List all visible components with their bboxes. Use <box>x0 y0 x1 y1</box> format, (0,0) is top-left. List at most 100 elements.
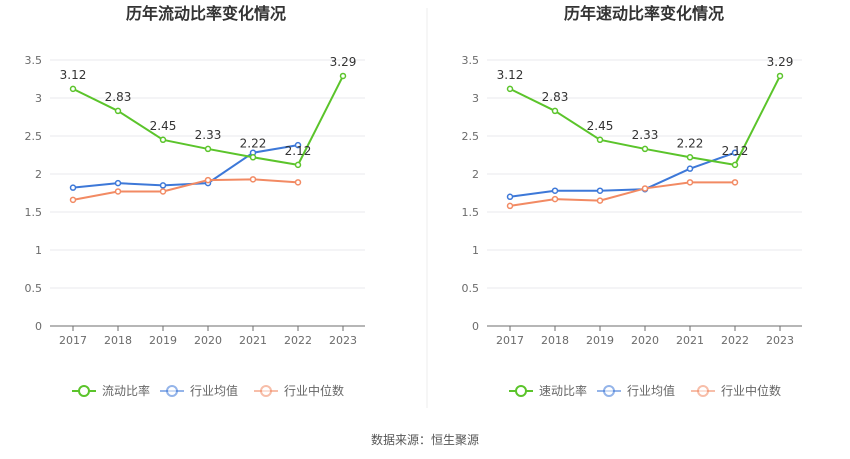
y-tick-label: 2 <box>472 168 479 181</box>
data-label: 2.83 <box>542 90 569 104</box>
x-tick-label: 2022 <box>721 334 749 347</box>
data-point-industry-median[interactable] <box>114 188 122 195</box>
data-point-industry-median[interactable] <box>731 179 739 186</box>
series-primary: 3.12 2.83 2.45 2.33 2.22 2.12 3.29 <box>497 55 794 169</box>
data-label: 2.33 <box>195 128 222 142</box>
quick-ratio-chart: 历年速动比率变化情况 0 0.5 1 1.5 2 2.5 3 3.5 2017 2018 2019 20… <box>462 4 802 398</box>
data-label: 3.12 <box>497 68 524 82</box>
data-point-industry-mean[interactable] <box>731 149 739 156</box>
data-point-primary[interactable] <box>249 154 257 161</box>
y-tick-label: 1 <box>35 244 42 257</box>
legend-marker-icon <box>78 385 90 397</box>
data-point-industry-median[interactable] <box>249 176 257 183</box>
legend-label: 流动比率 <box>102 383 150 398</box>
legend-label: 行业中位数 <box>284 383 344 398</box>
legend-label: 行业中位数 <box>721 383 781 398</box>
data-label: 3.29 <box>330 55 357 69</box>
legend-item-industry-median[interactable]: 行业中位数 <box>691 383 781 398</box>
data-point-primary[interactable] <box>159 136 167 144</box>
legend-item-industry-median[interactable]: 行业中位数 <box>254 383 344 398</box>
data-point-industry-median[interactable] <box>69 196 77 204</box>
legend-marker-icon <box>166 385 178 397</box>
current-ratio-chart: 历年流动比率变化情况 0 0.5 1 1.5 2 2.5 3 3.5 2017 2018 2019 20… <box>25 4 365 398</box>
data-point-primary[interactable] <box>551 107 559 115</box>
data-point-industry-mean[interactable] <box>686 165 694 172</box>
y-tick-label: 0 <box>35 320 42 333</box>
data-point-industry-median[interactable] <box>686 179 694 186</box>
x-tick-label: 2018 <box>541 334 569 347</box>
data-point-industry-median[interactable] <box>506 202 514 210</box>
series-primary: 3.12 2.83 2.45 2.33 2.22 2.12 3.29 <box>60 55 357 169</box>
y-tick-label: 2.5 <box>462 130 480 143</box>
data-label: 2.12 <box>722 144 749 158</box>
y-tick-label: 3 <box>35 92 42 105</box>
data-point-industry-mean[interactable] <box>294 141 302 149</box>
data-label: 2.45 <box>587 119 614 133</box>
data-label: 2.22 <box>677 136 704 150</box>
data-point-primary[interactable] <box>641 145 649 153</box>
y-tick-label: 2.5 <box>25 130 43 143</box>
x-tick-label: 2021 <box>676 334 704 347</box>
x-tick-label: 2021 <box>239 334 267 347</box>
data-point-industry-median[interactable] <box>159 188 167 195</box>
y-tick-label: 0.5 <box>462 282 480 295</box>
series-line-industry-mean <box>509 151 736 198</box>
y-tick-label: 3.5 <box>25 54 43 67</box>
data-point-industry-mean[interactable] <box>114 179 122 187</box>
data-point-industry-mean[interactable] <box>69 184 77 191</box>
series-line-industry-mean <box>72 144 299 189</box>
data-label: 2.22 <box>240 136 267 150</box>
y-tick-label: 2 <box>35 168 42 181</box>
legend-label: 行业均值 <box>627 383 675 398</box>
data-label: 2.12 <box>285 144 312 158</box>
data-point-primary[interactable] <box>776 72 784 80</box>
data-point-industry-median[interactable] <box>641 185 649 192</box>
data-point-primary[interactable] <box>686 154 694 161</box>
data-point-industry-median[interactable] <box>596 197 604 204</box>
data-point-primary[interactable] <box>114 107 122 115</box>
legend-label: 行业均值 <box>190 383 238 398</box>
legend-item-primary[interactable]: 流动比率 <box>72 383 150 398</box>
data-point-industry-mean[interactable] <box>596 187 604 194</box>
legend-item-industry-mean[interactable]: 行业均值 <box>160 383 238 398</box>
chart-title: 历年速动比率变化情况 <box>564 4 724 23</box>
legend-item-primary[interactable]: 速动比率 <box>509 383 587 398</box>
legend-label: 速动比率 <box>539 383 587 398</box>
legend: 速动比率 行业均值 行业中位数 <box>509 383 781 398</box>
x-tick-label: 2017 <box>496 334 524 347</box>
data-label: 2.45 <box>150 119 177 133</box>
legend-item-industry-mean[interactable]: 行业均值 <box>597 383 675 398</box>
series-industry-mean <box>506 149 739 201</box>
x-tick-label: 2019 <box>149 334 177 347</box>
legend: 流动比率 行业均值 行业中位数 <box>72 383 344 398</box>
y-tick-label: 3 <box>472 92 479 105</box>
x-tick-label: 2020 <box>194 334 222 347</box>
data-point-industry-median[interactable] <box>204 176 212 184</box>
data-point-industry-median[interactable] <box>551 195 559 203</box>
x-tick-label: 2018 <box>104 334 132 347</box>
data-point-primary[interactable] <box>506 85 514 93</box>
legend-marker-icon <box>515 385 527 397</box>
data-point-primary[interactable] <box>204 145 212 153</box>
x-tick-label: 2019 <box>586 334 614 347</box>
data-label: 2.83 <box>105 90 132 104</box>
data-point-primary[interactable] <box>294 161 302 169</box>
data-point-industry-mean[interactable] <box>506 193 514 201</box>
data-label: 3.29 <box>767 55 794 69</box>
legend-marker-icon <box>603 385 615 397</box>
data-point-primary[interactable] <box>339 72 347 80</box>
legend-marker-icon <box>260 385 272 397</box>
series-industry-median <box>506 179 739 210</box>
chart-title: 历年流动比率变化情况 <box>126 4 286 23</box>
y-tick-label: 1 <box>472 244 479 257</box>
y-tick-label: 1.5 <box>25 206 43 219</box>
data-point-industry-mean[interactable] <box>159 182 167 189</box>
data-point-primary[interactable] <box>731 161 739 169</box>
x-tick-label: 2023 <box>766 334 794 347</box>
data-point-industry-median[interactable] <box>294 179 302 186</box>
data-point-primary[interactable] <box>596 136 604 144</box>
data-point-primary[interactable] <box>69 85 77 93</box>
data-point-industry-mean[interactable] <box>551 187 559 194</box>
x-tick-label: 2020 <box>631 334 659 347</box>
